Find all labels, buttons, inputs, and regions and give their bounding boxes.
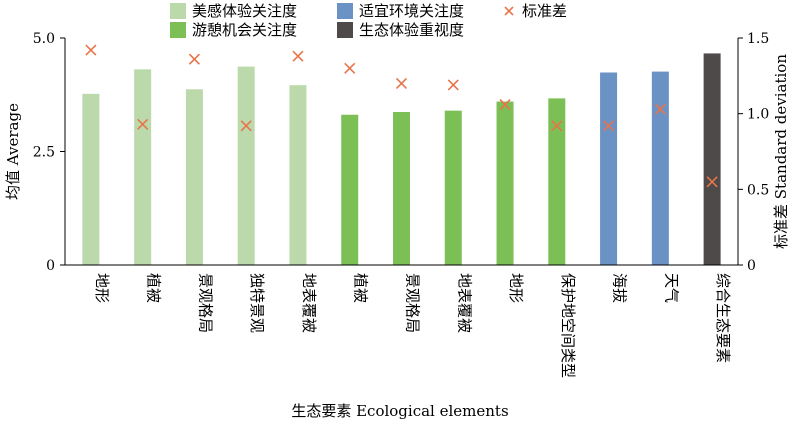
std-marker-2 [137, 118, 149, 130]
y-left-tick-2: 2.5 [33, 145, 55, 161]
std-marker-1 [85, 44, 97, 56]
legend-label-2: 游憩机会关注度 [192, 21, 297, 39]
x-tick-label-13: 综合生态要素 [714, 273, 732, 363]
bar-13 [703, 53, 721, 265]
std-marker-12 [654, 103, 666, 115]
std-marker-9 [499, 99, 511, 111]
legend-label-3: 适宜环境关注度 [359, 2, 464, 20]
std-marker-10 [551, 120, 563, 132]
std-marker-13 [706, 176, 718, 188]
bar-7 [393, 112, 410, 265]
x-tick-label-12: 天气 [662, 273, 680, 303]
legend-item-1: 美感体验关注度 [170, 2, 297, 20]
std-marker-7 [395, 77, 408, 89]
legend-item-2: 游憩机会关注度 [170, 21, 297, 39]
x-tick-label-4: 独特景观 [248, 273, 266, 333]
x-tick-label-9: 地形 [507, 273, 525, 303]
std-marker-4 [240, 120, 252, 132]
y-axis-left-title: 均值 Average [4, 103, 22, 200]
bar-4 [237, 66, 255, 266]
bar-11 [600, 72, 618, 265]
y-left-tick-3: 5.0 [33, 31, 55, 47]
y-left-tick-1: 0 [46, 258, 55, 274]
std-marker-6 [344, 62, 356, 74]
x-tick-label-11: 海拔 [611, 273, 629, 303]
x-tick-label-1: 地形 [93, 273, 111, 303]
x-tick-label-5: 地表覆被 [300, 273, 318, 333]
axes-layer: 地形 植被 景观格局 独特景观 地表覆被 植被 景观格局 地表覆被 地形 保护地空间类型 海拔 天气 综… [4, 31, 790, 378]
std-marker-8 [447, 79, 459, 91]
std-markers-layer [85, 44, 718, 188]
bar-12 [651, 71, 669, 265]
legend-label-5: 标准差 [522, 2, 567, 20]
y-right-tick-2: 0.5 [747, 182, 769, 198]
std-marker-5 [292, 50, 304, 62]
bars-layer [82, 53, 721, 266]
legend-label-4: 生态体验重视度 [359, 21, 464, 39]
y-axis-right-title: 标准差 Standard deviation [772, 54, 790, 249]
legend-label-1: 美感体验关注度 [192, 2, 297, 20]
x-tick-label-2: 植被 [145, 273, 163, 303]
x-tick-label-8: 地表覆被 [455, 273, 473, 333]
bar-5 [289, 85, 307, 265]
x-tick-label-6: 植被 [352, 273, 370, 303]
x-tick-label-10: 保护地空间类型 [559, 273, 577, 378]
y-right-tick-4: 1.5 [747, 31, 769, 47]
bar-1 [82, 93, 100, 265]
x-tick-label-3: 景观格局 [196, 273, 214, 333]
std-marker-3 [188, 53, 200, 65]
std-marker-11 [603, 120, 615, 132]
bar-9 [496, 101, 514, 265]
bar-10 [548, 98, 566, 265]
bar-8 [444, 110, 462, 265]
x-tick-label-7: 景观格局 [404, 273, 422, 333]
bar-3 [185, 89, 203, 265]
y-right-tick-3: 1.0 [747, 107, 769, 123]
x-axis-title: 生态要素 Ecological elements [291, 402, 508, 420]
legend-item-3: 适宜环境关注度 [337, 2, 464, 20]
bar-2 [134, 69, 152, 266]
y-right-tick-1: 0 [747, 258, 756, 274]
legend-item-5: 标准差 [504, 2, 567, 20]
legend-item-4: 生态体验重视度 [337, 21, 464, 39]
bar-6 [341, 114, 359, 265]
